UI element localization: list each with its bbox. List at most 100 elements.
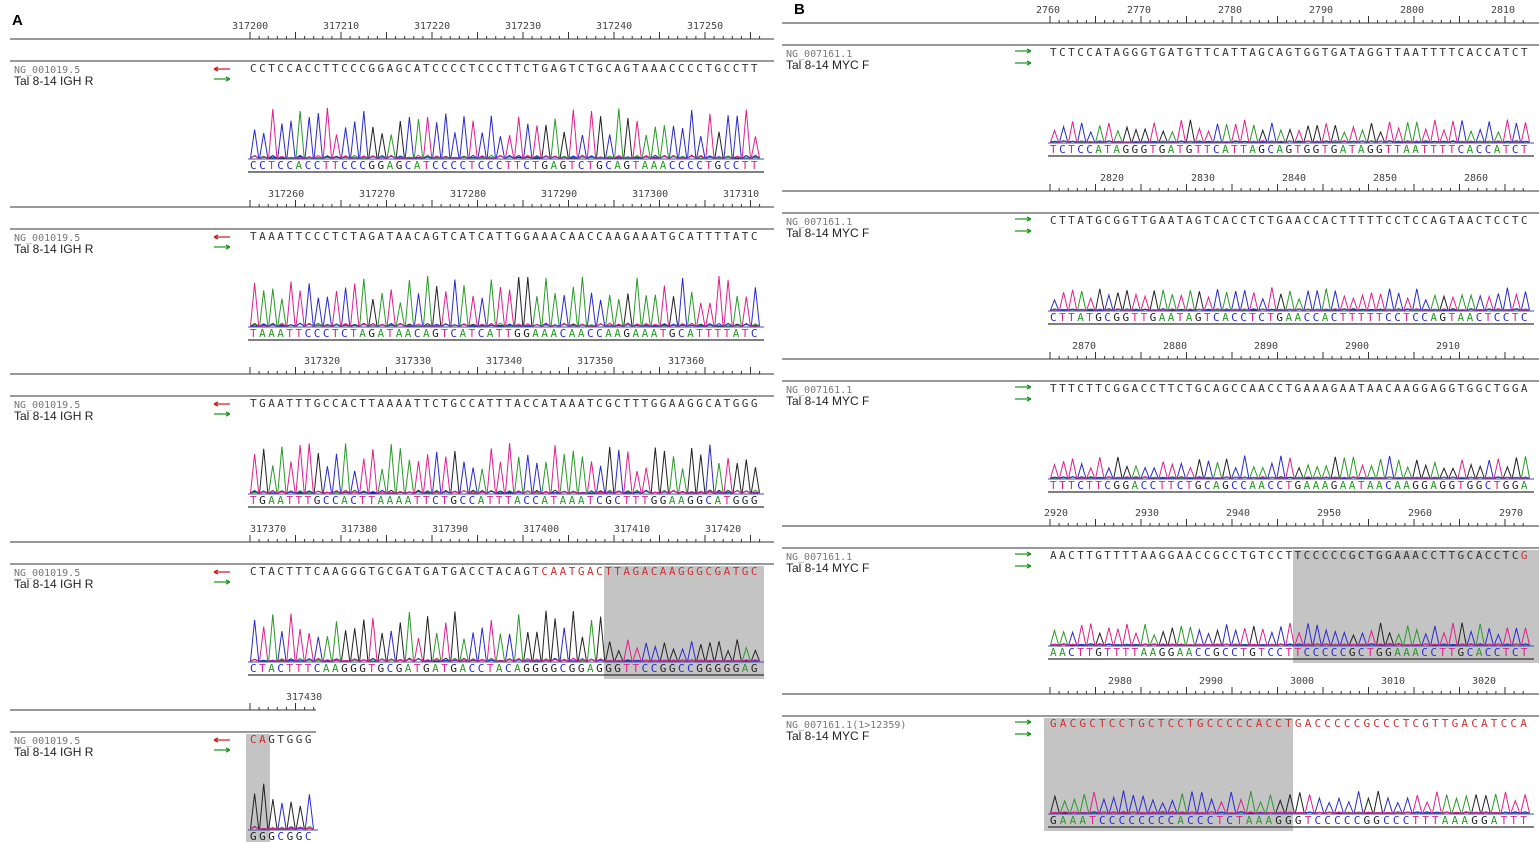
tick-label: 317330 (395, 356, 431, 367)
forward-arrow-icon (1015, 563, 1032, 569)
forward-arrow-icon (214, 76, 231, 82)
tick-label: 2840 (1282, 173, 1306, 184)
accession-label: NG_007161.1 (786, 552, 852, 563)
tick-label: 2940 (1226, 508, 1250, 519)
trace-t (250, 443, 760, 494)
tick-label: 317370 (250, 524, 286, 535)
alignment-row: 2980 2990 3000 3010 3020 NG_007161.1(1>12359)… (782, 676, 1539, 831)
tick-label: 317410 (614, 524, 650, 535)
trace-t (250, 107, 760, 159)
tick-label: 317200 (232, 21, 268, 32)
forward-arrow-icon (1015, 228, 1032, 234)
tick-label: 317430 (286, 692, 322, 703)
trace-g (1050, 119, 1530, 143)
tick-label: 317400 (523, 524, 559, 535)
accession-label: NG_007161.1 (786, 49, 852, 60)
tick-label: 317300 (632, 189, 668, 200)
sample-label: Tal 8-14 IGH R (14, 745, 94, 759)
forward-arrow-icon (1015, 60, 1032, 66)
tick-label: 2880 (1163, 341, 1187, 352)
tick-label: 2830 (1191, 173, 1215, 184)
sample-label: Tal 8-14 IGH R (14, 409, 94, 423)
tick-label: 2770 (1127, 5, 1151, 16)
tick-label: 317230 (505, 21, 541, 32)
reverse-arrow-icon (213, 569, 230, 575)
sample-label: Tal 8-14 MYC F (786, 58, 869, 72)
reverse-arrow-icon (213, 234, 230, 240)
tick-label: 2850 (1373, 173, 1397, 184)
forward-arrow-icon (1015, 731, 1032, 737)
trace-a (1050, 288, 1530, 311)
forward-arrow-icon (1015, 719, 1032, 725)
trace-a (1050, 121, 1530, 143)
tick-label: 317280 (450, 189, 486, 200)
sample-label: Tal 8-14 MYC F (786, 729, 869, 743)
chromatogram (250, 783, 314, 830)
tick-label: 317310 (723, 189, 759, 200)
tick-label: 317380 (341, 524, 377, 535)
tick-label: 2760 (1036, 5, 1060, 16)
tick-label: 2820 (1100, 173, 1124, 184)
forward-arrow-icon (1015, 551, 1032, 557)
chromatogram (250, 443, 760, 494)
tick-label: 2810 (1491, 5, 1515, 16)
accession-label: NG_001019.5 (14, 568, 80, 579)
accession-label: NG_007161.1 (786, 217, 852, 228)
trace-t (1050, 287, 1530, 311)
alignment-row: 317200 317210 317220 317230 317240 317250 NG_0… (10, 21, 774, 173)
tick-label: 3020 (1472, 676, 1496, 687)
trace-t (1050, 457, 1530, 479)
tick-label: 2780 (1218, 5, 1242, 16)
tick-label: 2900 (1345, 341, 1369, 352)
panel-label-a: A (12, 12, 23, 29)
sample-label: Tal 8-14 MYC F (786, 226, 869, 240)
tick-label: 2790 (1309, 5, 1333, 16)
chromatogram (250, 610, 760, 662)
reverse-arrow-icon (213, 66, 230, 72)
tick-label: 3000 (1290, 676, 1314, 687)
forward-arrow-icon (1015, 48, 1032, 54)
panel-label-b: B (794, 1, 805, 18)
chromatogram (1050, 119, 1530, 143)
alignment-row: 317260 317270 317280 317290 317300 317310 NG_0… (10, 189, 774, 341)
chromatogram (1050, 455, 1530, 479)
tick-label: 317220 (414, 21, 450, 32)
accession-label: NG_001019.5 (14, 736, 80, 747)
tick-label: 317240 (596, 21, 632, 32)
trace-t (250, 276, 760, 327)
chromatogram (250, 107, 760, 159)
trace-t (250, 826, 314, 830)
alignment-row: 317320 317330 317340 317350 317360 NG_001019.… (10, 356, 774, 508)
sample-label: Tal 8-14 MYC F (786, 394, 869, 408)
tick-label: 317290 (541, 189, 577, 200)
reverse-arrow-icon (213, 737, 230, 743)
trace-t (250, 613, 760, 662)
tick-label: 317270 (359, 189, 395, 200)
forward-arrow-icon (1015, 384, 1032, 390)
tick-label: 2930 (1135, 508, 1159, 519)
sample-label: Tal 8-14 IGH R (14, 577, 94, 591)
tick-label: 317260 (268, 189, 304, 200)
tick-label: 317350 (577, 356, 613, 367)
sample-label: Tal 8-14 IGH R (14, 74, 94, 88)
